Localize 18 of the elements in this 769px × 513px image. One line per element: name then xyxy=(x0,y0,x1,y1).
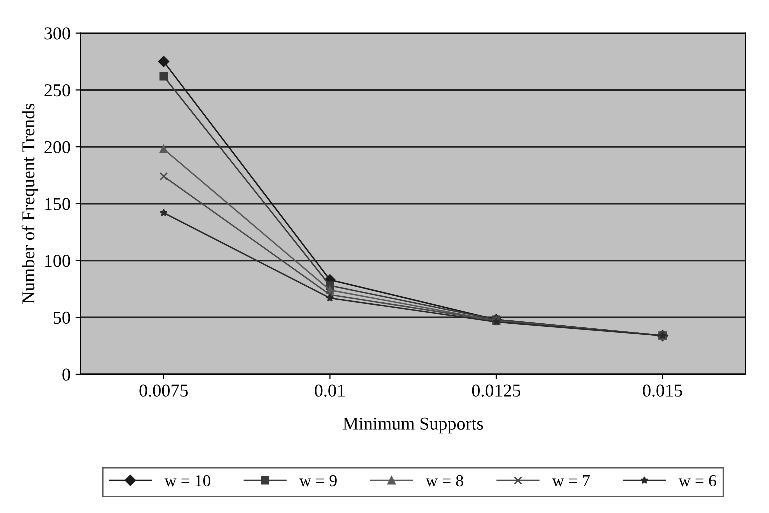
legend-label: w = 10 xyxy=(164,475,211,487)
x-tick-label: 0.0075 xyxy=(140,384,188,397)
y-tick-label: 50 xyxy=(54,312,70,324)
x-tick-label: 0.015 xyxy=(643,384,682,397)
legend-label: w = 7 xyxy=(552,476,590,487)
y-tick-label: 300 xyxy=(44,28,70,40)
x-tick-label: 0.0125 xyxy=(472,384,521,397)
legend-label: w = 8 xyxy=(426,475,464,487)
y-tick-label: 100 xyxy=(46,255,70,268)
legend-label: w = 6 xyxy=(678,475,716,487)
y-tick-label: 200 xyxy=(44,141,70,154)
y-tick-label: 0 xyxy=(62,368,70,381)
x-tick-label: 0.01 xyxy=(315,384,345,397)
y-axis-title: Number of Frequent Trends xyxy=(22,104,38,304)
y-tick-label: 250 xyxy=(44,84,70,97)
y-tick-label: 150 xyxy=(46,198,70,210)
legend-label: w = 9 xyxy=(300,475,337,487)
x-axis-title: Minimum Supports xyxy=(343,418,484,434)
